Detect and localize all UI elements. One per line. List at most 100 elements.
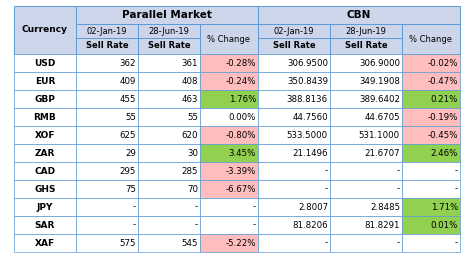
Bar [200, 54, 258, 72]
Text: 0.01%: 0.01% [430, 221, 458, 230]
Text: 29: 29 [125, 149, 136, 157]
Text: Sell Rate: Sell Rate [148, 42, 191, 51]
Bar [330, 234, 402, 252]
Text: Sell Rate: Sell Rate [345, 42, 387, 51]
Text: 02-Jan-19: 02-Jan-19 [87, 27, 127, 36]
Bar [14, 54, 76, 72]
Bar [138, 90, 200, 108]
Bar [200, 216, 258, 234]
Text: 2.46%: 2.46% [430, 149, 458, 157]
Text: Sell Rate: Sell Rate [86, 42, 128, 51]
Bar [138, 38, 200, 54]
Bar [330, 24, 402, 38]
Text: 620: 620 [182, 131, 198, 140]
Text: 388.8136: 388.8136 [287, 94, 328, 103]
Text: 1.76%: 1.76% [228, 94, 256, 103]
Text: % Change: % Change [208, 35, 250, 44]
Bar [258, 126, 330, 144]
Bar [402, 108, 460, 126]
Text: -: - [133, 203, 136, 212]
Text: 408: 408 [182, 77, 198, 85]
Text: 575: 575 [119, 238, 136, 247]
Bar [402, 126, 460, 144]
Text: Currency: Currency [22, 26, 68, 35]
Bar [402, 198, 460, 216]
Text: XAF: XAF [35, 238, 55, 247]
Text: -0.28%: -0.28% [226, 59, 256, 68]
Bar [76, 90, 138, 108]
Bar [14, 162, 76, 180]
Text: 306.9000: 306.9000 [359, 59, 400, 68]
Bar [258, 234, 330, 252]
Text: 295: 295 [119, 166, 136, 175]
Bar [138, 180, 200, 198]
Bar [14, 198, 76, 216]
Text: CBN: CBN [347, 10, 371, 20]
Text: -: - [397, 166, 400, 175]
Bar [402, 90, 460, 108]
Bar [200, 108, 258, 126]
Bar [258, 216, 330, 234]
Bar [76, 144, 138, 162]
Bar [330, 216, 402, 234]
Text: EUR: EUR [35, 77, 55, 85]
Bar [258, 144, 330, 162]
Bar [138, 144, 200, 162]
Bar [138, 126, 200, 144]
Bar [200, 198, 258, 216]
Bar [330, 38, 402, 54]
Bar [200, 162, 258, 180]
Bar [76, 198, 138, 216]
Bar [258, 24, 330, 38]
Text: 1.71%: 1.71% [430, 203, 458, 212]
Bar [330, 126, 402, 144]
Text: 409: 409 [119, 77, 136, 85]
Bar [76, 234, 138, 252]
Bar [14, 126, 76, 144]
Bar [76, 216, 138, 234]
Text: -: - [325, 166, 328, 175]
Text: 625: 625 [119, 131, 136, 140]
Text: GBP: GBP [35, 94, 55, 103]
Text: XOF: XOF [35, 131, 55, 140]
Text: -6.67%: -6.67% [226, 184, 256, 194]
Text: 81.8291: 81.8291 [365, 221, 400, 230]
Bar [330, 72, 402, 90]
Bar [76, 126, 138, 144]
Text: 361: 361 [182, 59, 198, 68]
Text: -5.22%: -5.22% [226, 238, 256, 247]
Bar [200, 24, 258, 54]
Text: 545: 545 [182, 238, 198, 247]
Bar [258, 6, 460, 24]
Text: GHS: GHS [34, 184, 56, 194]
Bar [14, 144, 76, 162]
Text: 531.1000: 531.1000 [359, 131, 400, 140]
Bar [330, 198, 402, 216]
Bar [14, 90, 76, 108]
Bar [76, 72, 138, 90]
Text: 0.00%: 0.00% [228, 112, 256, 122]
Text: 30: 30 [187, 149, 198, 157]
Bar [138, 162, 200, 180]
Text: 21.1496: 21.1496 [292, 149, 328, 157]
Text: CAD: CAD [35, 166, 55, 175]
Text: -: - [325, 238, 328, 247]
Bar [402, 24, 460, 54]
Text: -0.02%: -0.02% [428, 59, 458, 68]
Text: Parallel Market: Parallel Market [122, 10, 212, 20]
Bar [14, 216, 76, 234]
Bar [258, 72, 330, 90]
Text: 70: 70 [187, 184, 198, 194]
Text: -: - [455, 238, 458, 247]
Text: SAR: SAR [35, 221, 55, 230]
Bar [200, 234, 258, 252]
Text: 0.21%: 0.21% [430, 94, 458, 103]
Text: 2.8007: 2.8007 [298, 203, 328, 212]
Text: 285: 285 [182, 166, 198, 175]
Text: -: - [325, 184, 328, 194]
Bar [76, 108, 138, 126]
Bar [402, 180, 460, 198]
Bar [200, 90, 258, 108]
Bar [330, 90, 402, 108]
Bar [138, 54, 200, 72]
